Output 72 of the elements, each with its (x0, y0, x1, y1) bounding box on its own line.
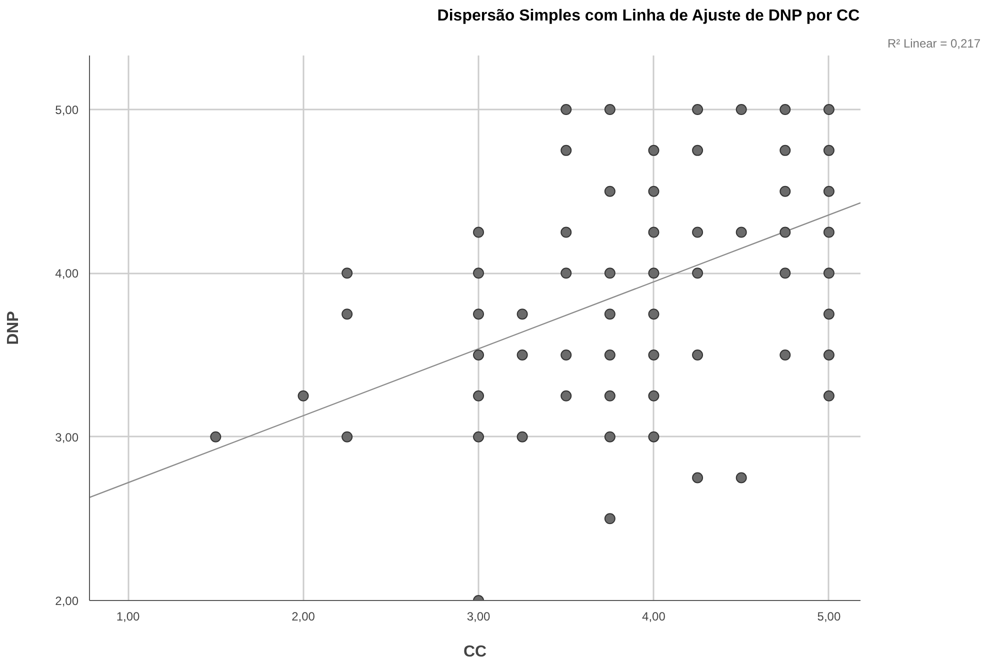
point (648, 186, 660, 197)
point (780, 144, 791, 156)
x-tick-label: 3,00 (466, 610, 491, 624)
point (473, 390, 484, 402)
point (648, 390, 660, 402)
point (648, 308, 660, 320)
point (342, 268, 353, 279)
point (780, 104, 791, 115)
y-tick-label: 3,00 (55, 430, 79, 444)
point (342, 308, 353, 320)
point (692, 472, 704, 484)
point (473, 308, 484, 320)
point (516, 350, 528, 360)
x-tick-label: 2,00 (292, 610, 316, 624)
point (692, 268, 704, 279)
point (823, 350, 834, 360)
point (780, 186, 791, 197)
point (604, 268, 616, 279)
point (560, 390, 572, 402)
point (560, 226, 572, 238)
point (516, 431, 528, 442)
point (473, 268, 484, 279)
point (823, 104, 834, 115)
point (823, 186, 834, 197)
point (560, 144, 572, 156)
point (604, 350, 616, 360)
point (780, 268, 791, 279)
point (516, 308, 528, 320)
point (604, 308, 616, 320)
point (692, 144, 704, 156)
point (604, 104, 616, 115)
point (342, 431, 353, 442)
point (560, 350, 572, 360)
point (736, 472, 747, 484)
point (604, 186, 616, 197)
y-tick-label: 5,00 (55, 103, 79, 118)
point (692, 350, 704, 360)
point (823, 268, 834, 279)
x-tick-label: 5,00 (817, 610, 841, 624)
point (298, 390, 309, 402)
y-tick-label: 4,00 (55, 266, 79, 281)
point (648, 226, 660, 238)
text: R² Linear = 0,217 (887, 36, 981, 50)
point (210, 431, 222, 442)
point (473, 350, 484, 360)
point (648, 268, 660, 279)
point (823, 144, 834, 156)
point (780, 350, 791, 360)
point (823, 226, 834, 238)
point (560, 268, 572, 279)
point (648, 350, 660, 360)
x-axis-title: CC (463, 644, 487, 660)
point (473, 431, 484, 442)
point (604, 513, 616, 524)
point (473, 226, 484, 238)
point (823, 390, 834, 402)
point (604, 390, 616, 402)
point (692, 104, 704, 115)
point (780, 226, 791, 238)
point (604, 431, 616, 442)
point (560, 104, 572, 115)
y-axis-title: DNP (5, 310, 22, 345)
chart-title: Dispersão Simples com Linha de Ajuste de DNP por CC (437, 8, 860, 24)
y-tick-label: 2,00 (55, 594, 79, 608)
x-tick-label: 1,00 (116, 610, 140, 624)
point (736, 226, 747, 238)
point (692, 226, 704, 238)
point (823, 308, 834, 320)
point (648, 431, 660, 442)
point (736, 104, 747, 115)
x-tick-label: 4,00 (642, 610, 666, 624)
point (648, 144, 660, 156)
